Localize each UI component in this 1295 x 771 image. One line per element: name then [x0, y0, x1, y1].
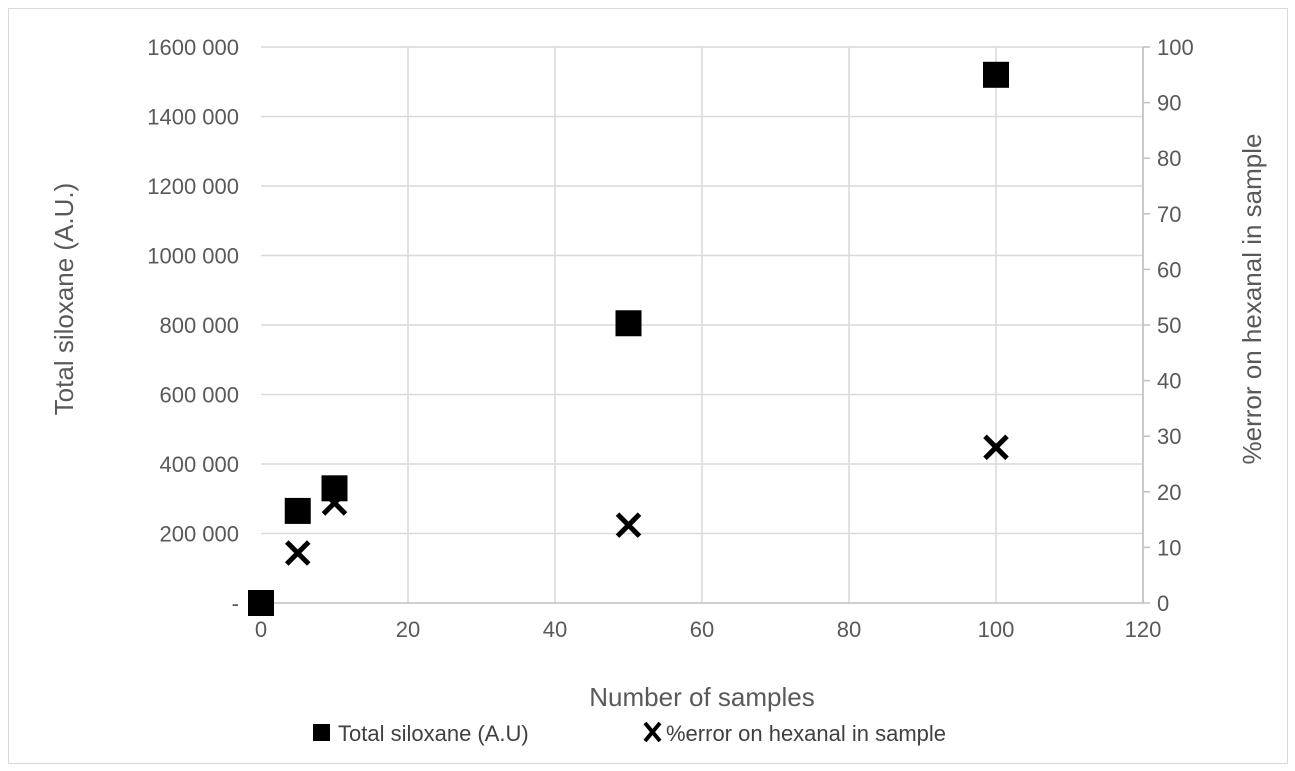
- legend-x-marker: [643, 721, 662, 743]
- legend-label-error-hexanal: %error on hexanal in sample: [666, 721, 946, 746]
- y-tick-label: 400 000: [159, 452, 239, 477]
- y2-tick-label: 0: [1157, 591, 1169, 616]
- y-tick-label: 1600 000: [147, 35, 239, 60]
- y2-tick-label: 100: [1157, 35, 1194, 60]
- siloxane-point: [615, 310, 642, 337]
- x-tick-label: 60: [690, 617, 714, 642]
- y2-axis-ticks: 0 10 20 30 40 50 60 70 80 90 100: [1143, 35, 1194, 616]
- siloxane-point: [284, 497, 311, 524]
- legend-square-marker: [313, 724, 330, 741]
- y2-tick-label: 40: [1157, 369, 1181, 394]
- scatter-chart: - 200 000 400 000 600 000 800 000 1000 000 120…: [49, 35, 1267, 746]
- y2-tick-label: 20: [1157, 480, 1181, 505]
- siloxane-point: [321, 475, 348, 502]
- hexanal-error-point: [983, 434, 1009, 461]
- x-tick-label: 20: [396, 617, 420, 642]
- hexanal-error-point: [321, 490, 348, 516]
- y2-tick-label: 30: [1157, 424, 1181, 449]
- x-tick-label: 80: [837, 617, 861, 642]
- y-tick-label: 800 000: [159, 313, 239, 338]
- gridlines: [261, 46, 1144, 603]
- y2-tick-label: 60: [1157, 257, 1181, 282]
- y2-tick-label: 50: [1157, 313, 1181, 338]
- x-tick-label: 0: [255, 617, 267, 642]
- y2-tick-label: 90: [1157, 91, 1181, 116]
- x-tick-label: 40: [543, 617, 567, 642]
- siloxane-point: [983, 61, 1009, 88]
- chart-frame: - 200 000 400 000 600 000 800 000 1000 000 120…: [8, 8, 1288, 764]
- siloxane-point: [248, 590, 274, 616]
- x-tick-label: 100: [978, 617, 1015, 642]
- y-tick-label: 200 000: [159, 522, 239, 547]
- hexanal-error-point: [284, 540, 311, 566]
- y-tick-label: 1400 000: [147, 105, 239, 130]
- y-tick-label: -: [232, 591, 239, 616]
- y-axis-ticks: - 200 000 400 000 600 000 800 000 1000 000 120…: [147, 35, 239, 616]
- x-mark-stroke: [983, 434, 1009, 461]
- y2-axis-title: %error on hexanal in sample: [1237, 134, 1267, 465]
- x-mark-stroke: [321, 490, 348, 516]
- y-tick-label: 1000 000: [147, 244, 239, 269]
- x-tick-label: 120: [1125, 617, 1162, 642]
- y2-tick-label: 10: [1157, 535, 1181, 560]
- x-axis-ticks: 0 20 40 60 80 100 120: [255, 617, 1161, 642]
- data-marks: [248, 61, 1009, 616]
- x-mark-stroke: [615, 512, 642, 538]
- y-tick-label: 600 000: [159, 383, 239, 408]
- y-tick-label: 1200 000: [147, 174, 239, 199]
- hexanal-error-point: [615, 512, 642, 538]
- legend-label-total-siloxane: Total siloxane (A.U): [338, 721, 529, 746]
- y-axis-title: Total siloxane (A.U.): [49, 183, 79, 416]
- y2-tick-label: 80: [1157, 146, 1181, 171]
- x-axis-title: Number of samples: [589, 682, 814, 712]
- x-mark-stroke: [284, 540, 311, 566]
- legend: Total siloxane (A.U) %error on hexanal i…: [313, 721, 946, 746]
- y2-tick-label: 70: [1157, 202, 1181, 227]
